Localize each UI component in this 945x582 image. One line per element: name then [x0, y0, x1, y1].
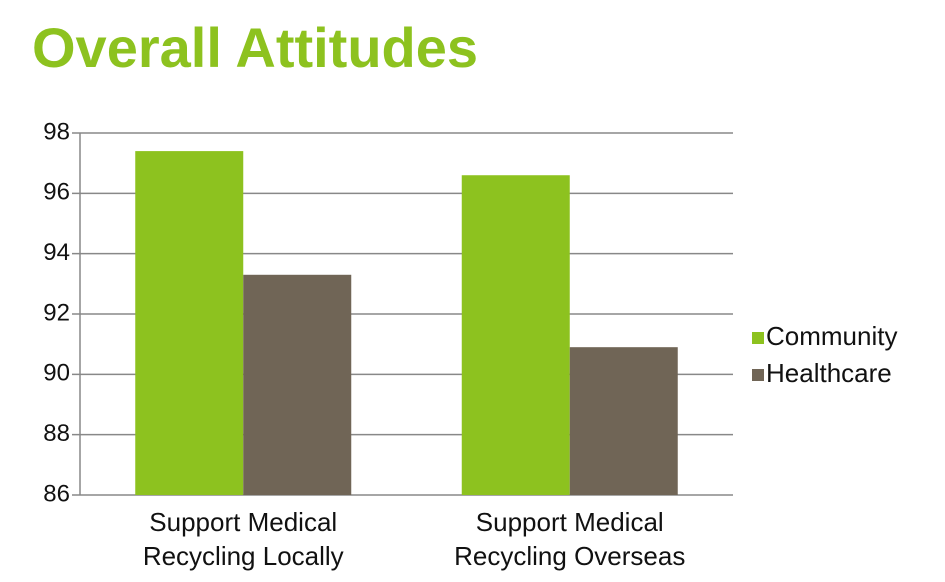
bar [243, 274, 352, 495]
y-tick-label: 92 [43, 299, 70, 326]
legend-label: Community [766, 321, 897, 351]
x-tick-label: Support Medical Recycling Overseas [454, 507, 686, 571]
bar [569, 347, 678, 495]
y-tick-label: 86 [43, 480, 70, 507]
legend-swatch [752, 332, 764, 344]
y-tick-label: 98 [43, 118, 70, 145]
y-tick-label: 96 [43, 179, 70, 206]
chart-title: Overall Attitudes [32, 16, 478, 79]
y-tick-label: 90 [43, 360, 70, 387]
y-tick-label: 88 [43, 420, 70, 447]
x-tick-label: Support Medical Recycling Locally [142, 507, 344, 571]
bar [135, 151, 244, 495]
legend-label: Healthcare [766, 358, 892, 388]
y-tick-label: 94 [43, 239, 70, 266]
legend-swatch [752, 369, 764, 381]
bar [461, 175, 570, 495]
